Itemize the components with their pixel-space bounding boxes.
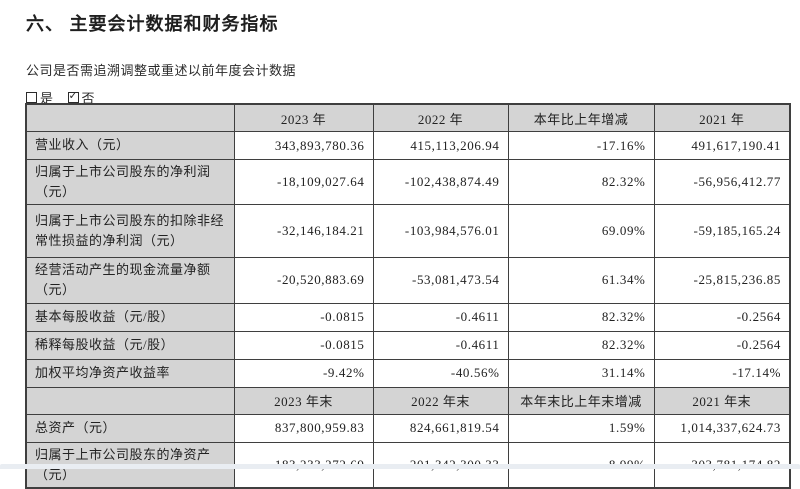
checkbox-unchecked-icon[interactable] (26, 92, 37, 103)
value-cell: -0.2564 (653, 302, 791, 332)
option-yes-label: 是 (40, 91, 54, 106)
table-header-row: 2023 年末 2022 年末 本年末比上年末增减 2021 年末 (25, 386, 791, 415)
table-row: 加权平均净资产收益率 -9.42% -40.56% 31.14% -17.14% (25, 358, 791, 388)
row-label: 经营活动产生的现金流量净额（元） (25, 257, 235, 304)
value-cell: -40.56% (372, 358, 509, 388)
value-cell: 415,113,206.94 (372, 131, 509, 160)
value-cell: 824,661,819.54 (372, 413, 509, 443)
value-cell: -0.0815 (233, 302, 374, 332)
value-cell: -25,815,236.85 (653, 257, 791, 304)
column-header: 2023 年 (233, 103, 374, 132)
column-header: 2023 年末 (233, 386, 374, 415)
value-cell: 31.14% (507, 358, 655, 388)
value-cell: 61.34% (507, 257, 655, 304)
column-header: 2022 年末 (372, 386, 509, 415)
column-header: 2021 年末 (653, 386, 791, 415)
value-cell: 82.32% (507, 302, 655, 332)
financial-table-body: 2023 年 2022 年本年比上年增减 2021 年营业收入（元） 343,893,… (25, 103, 791, 489)
value-cell: -9.42% (233, 358, 374, 388)
table-row: 基本每股收益（元/股） -0.0815 -0.4611 82.32% -0.2564 (25, 302, 791, 332)
value-cell: 82.32% (507, 158, 655, 206)
row-label: 总资产（元） (25, 413, 235, 443)
column-header: 本年比上年增减 (507, 103, 655, 132)
table-row: 归属于上市公司股东的净利润（元） -18,109,027.64 -102,438,8… (25, 158, 791, 206)
value-cell: -0.4611 (372, 330, 509, 360)
value-cell: 1,014,337,624.73 (653, 413, 791, 443)
value-cell: -18,109,027.64 (233, 158, 374, 206)
row-label: 归属于上市公司股东的净利润（元） (25, 158, 235, 206)
value-cell: -17.16% (507, 131, 655, 160)
table-row: 营业收入（元） 343,893,780.36 415,113,206.94 -17.1… (25, 131, 791, 160)
row-label: 归属于上市公司股东的扣除非经常性损益的净利润（元） (25, 204, 235, 259)
value-cell: -103,984,576.01 (372, 204, 509, 259)
financial-table: 2023 年 2022 年本年比上年增减 2021 年营业收入（元） 343,893,… (25, 103, 791, 489)
value-cell: 343,893,780.36 (233, 131, 374, 160)
value-cell: -53,081,473.54 (372, 257, 509, 304)
option-no-label: 否 (81, 91, 96, 106)
row-label: 营业收入（元） (25, 131, 235, 160)
value-cell: -0.0815 (233, 330, 374, 360)
value-cell: -102,438,874.49 (372, 158, 509, 206)
value-cell: 491,617,190.41 (653, 131, 791, 160)
value-cell: 82.32% (507, 330, 655, 360)
value-cell: -0.2564 (653, 330, 791, 360)
table-row: 稀释每股收益（元/股） -0.0815 -0.4611 82.32% -0.2564 (25, 330, 791, 360)
empty-header-cell (25, 386, 235, 415)
value-cell: 837,800,959.83 (233, 413, 374, 443)
page-bottom-strip (0, 464, 800, 469)
row-label: 加权平均净资产收益率 (25, 358, 235, 388)
column-header: 2022 年 (372, 103, 509, 132)
column-header: 2021 年 (653, 103, 791, 132)
value-cell: -0.4611 (372, 302, 509, 332)
option-yes[interactable]: 是 (26, 88, 54, 107)
report-page: 六、 主要会计数据和财务指标 公司是否需追溯调整或重述以前年度会计数据 是 否 … (0, 0, 800, 469)
row-label: 稀释每股收益（元/股） (25, 330, 235, 360)
value-cell: -20,520,883.69 (233, 257, 374, 304)
value-cell: -32,146,184.21 (233, 204, 374, 259)
option-no[interactable]: 否 (67, 88, 96, 107)
value-cell: 69.09% (507, 204, 655, 259)
value-cell: 1.59% (507, 413, 655, 443)
column-header: 本年末比上年末增减 (507, 386, 655, 415)
restate-options: 是 否 (0, 79, 800, 107)
table-row: 总资产（元） 837,800,959.83 824,661,819.54 1.59% 1… (25, 413, 791, 443)
row-label: 基本每股收益（元/股） (25, 302, 235, 332)
table-row: 归属于上市公司股东的扣除非经常性损益的净利润（元） -32,146,184.21-… (25, 204, 791, 259)
table-header-row: 2023 年 2022 年本年比上年增减 2021 年 (25, 103, 791, 132)
table-row: 经营活动产生的现金流量净额（元） -20,520,883.69 -53,081,47… (25, 257, 791, 304)
checkbox-checked-icon[interactable] (67, 89, 79, 103)
value-cell: -17.14% (653, 358, 791, 388)
restate-question: 公司是否需追溯调整或重述以前年度会计数据 (26, 63, 297, 78)
value-cell: -56,956,412.77 (653, 158, 791, 206)
value-cell: -59,185,165.24 (653, 204, 791, 259)
page-title: 六、 主要会计数据和财务指标 (26, 14, 279, 34)
empty-header-cell (25, 103, 235, 132)
